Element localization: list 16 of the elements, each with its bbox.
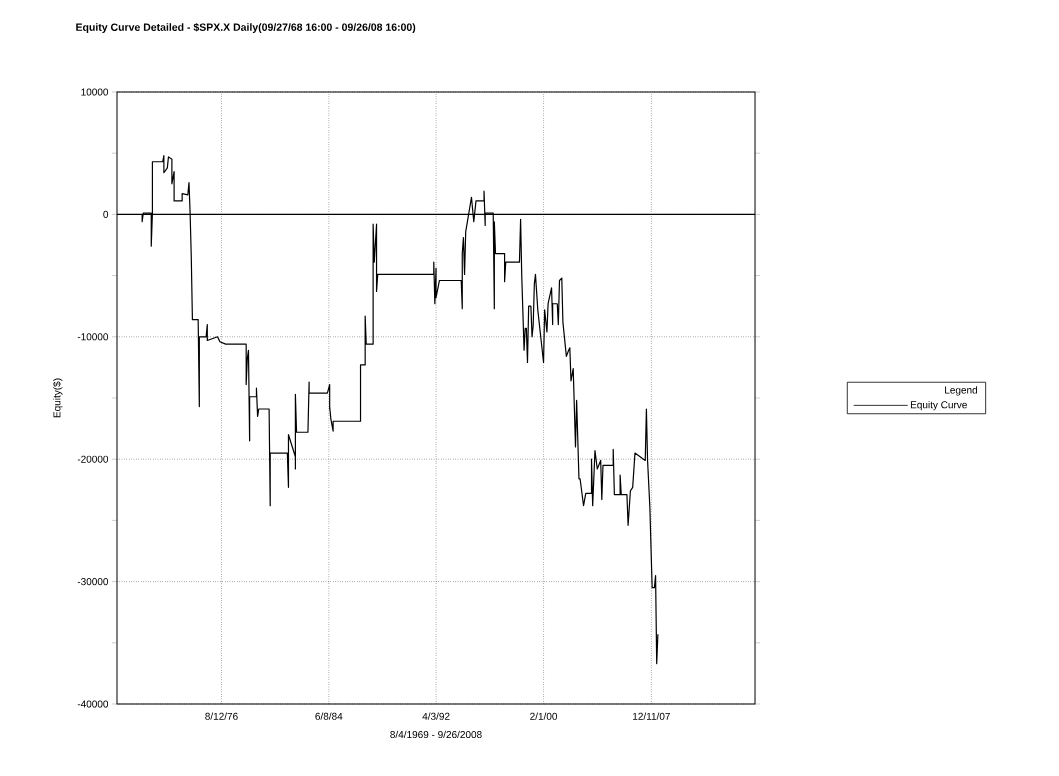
y-tick-label: -20000 [77, 455, 109, 463]
y-axis-title: Equity($) [52, 378, 63, 418]
y-tick-label: -10000 [77, 333, 109, 341]
x-tick-label: 8/12/76 [205, 712, 238, 720]
x-tick-label: 4/3/92 [422, 712, 450, 720]
x-tick-label: 2/1/00 [530, 712, 558, 720]
y-tick-label: 10000 [81, 88, 109, 96]
chart-title: Equity Curve Detailed - $SPX.X Daily(09/27/68 16:00 - 09/26/08 16:00) [76, 23, 416, 33]
text: Equity Curve [910, 400, 967, 411]
y-tick-label: -30000 [77, 578, 109, 586]
y-tick-label: 0 [103, 210, 109, 218]
x-tick-label: 12/11/07 [633, 712, 670, 720]
y-tick-label: -40000 [77, 700, 109, 708]
x-tick-label: 6/8/84 [315, 712, 343, 720]
x-axis-title: 8/4/1969 - 9/26/2008 [390, 730, 482, 739]
legend-title: Legend [945, 386, 978, 396]
